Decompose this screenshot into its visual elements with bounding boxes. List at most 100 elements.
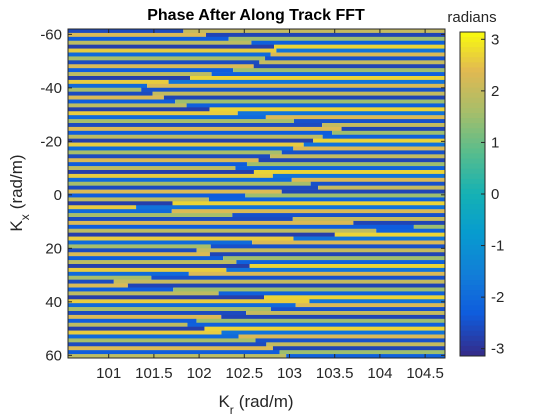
heatmap-stripe-right (151, 275, 445, 280)
heatmap-stripe-right (187, 322, 445, 327)
heatmap-stripe-right (221, 330, 445, 335)
heatmap-stripe-left (68, 142, 304, 147)
colorbar-segment (460, 52, 485, 58)
heatmap-stripe-left (68, 260, 237, 265)
heatmap-stripe-left (68, 130, 333, 136)
colorbar-segment (460, 234, 485, 241)
heatmap-stripe-left (68, 193, 246, 198)
colorbar-segment (460, 264, 485, 271)
colorbar-segment (460, 102, 485, 109)
heatmap-stripe-left (68, 264, 250, 269)
colorbar-segment (460, 305, 485, 311)
heatmap-stripe-left (68, 119, 294, 124)
heatmap-stripe-right (313, 138, 445, 143)
heatmap-stripe-left (68, 318, 197, 324)
x-tick-label: 101.5 (135, 365, 173, 382)
heatmap-stripe-right (238, 334, 445, 339)
heatmap-stripe-right (334, 232, 445, 237)
heatmap-stripe-right (264, 295, 445, 300)
colorbar-segment (460, 148, 485, 154)
heatmap-stripe-left (68, 224, 414, 230)
y-axis-unit: (rad/m) (7, 154, 26, 209)
heatmap-stripe-left (68, 79, 169, 85)
heatmap-stripe-left (68, 303, 296, 308)
heatmap-stripe-right (292, 217, 445, 222)
colorbar-segment (460, 340, 485, 347)
colorbar-segment (460, 310, 485, 316)
heatmap-stripe-right (171, 209, 445, 214)
heatmap-stripe-left (68, 181, 311, 186)
heatmap-stripe-left (68, 83, 148, 89)
colorbar-tick-label: -2 (491, 289, 504, 306)
y-tick-label: -20 (40, 133, 62, 150)
colorbar-segment (460, 199, 485, 205)
heatmap-stripe-left (68, 205, 137, 210)
heatmap-stripe-right (246, 311, 445, 316)
colorbar-segment (460, 92, 485, 99)
heatmap-stripe-right (196, 318, 445, 324)
heatmap-stripe-left (68, 185, 319, 190)
heatmap-stripe-left (68, 60, 260, 65)
heatmap-stripe-right (237, 111, 445, 116)
heatmap-stripe-right (188, 271, 445, 277)
plot-frame (67, 28, 446, 359)
colorbar-segment (460, 350, 485, 357)
colorbar-tick-label: 1 (491, 134, 499, 151)
heatmap-stripe-right (252, 240, 445, 245)
heatmap-stripe-right (232, 213, 445, 218)
heatmap-stripe-right (208, 197, 445, 202)
heatmap-stripe-left (68, 201, 173, 206)
heatmap-stripe-right (173, 287, 445, 292)
heatmap-stripe-right (136, 205, 445, 210)
colorbar-segment (460, 143, 485, 149)
heatmap-stripe-left (68, 252, 210, 257)
heatmap-stripe-right (249, 264, 445, 269)
colorbar-segment (460, 173, 485, 180)
colorbar-label: radians (447, 9, 496, 26)
heatmap-stripe-right (209, 107, 445, 112)
heatmap-stripe-right (246, 162, 445, 167)
colorbar-segment (460, 345, 485, 352)
heatmap-stripe-right (163, 95, 445, 100)
heatmap-stripe-left (68, 123, 323, 128)
colorbar-segment (460, 82, 485, 89)
heatmap-stripe-right (265, 115, 445, 120)
heatmap-stripe-right (186, 103, 445, 108)
heatmap-stripe-right (175, 99, 445, 104)
heatmap-stripe-left (68, 166, 236, 171)
heatmap-stripe-left (68, 91, 153, 96)
y-axis-ticks: -60 -40 -20 0 20 40 60 (40, 26, 445, 364)
colorbar-segment (460, 138, 485, 144)
colorbar-tick-label: -1 (491, 238, 504, 255)
colorbar-segment (460, 158, 485, 165)
colorbar-segment (460, 219, 485, 225)
heatmap-stripe-left (68, 170, 254, 175)
heatmap-stripe-right (253, 64, 445, 69)
heatmap-stripe-right (270, 154, 445, 159)
colorbar-segment (460, 214, 485, 220)
heatmap-stripe-right (253, 170, 445, 175)
heatmap-stripe-right (322, 134, 445, 139)
heatmap-stripe-right (353, 220, 445, 226)
heatmap-stripe-right (310, 181, 445, 186)
colorbar-segment (460, 290, 485, 296)
heatmap-stripe-right (276, 48, 445, 53)
heatmap-stripe-right (318, 185, 445, 190)
heatmap-stripe-right (265, 56, 445, 61)
colorbar-segment (460, 87, 485, 94)
heatmap-stripe-left (68, 76, 191, 81)
heatmap-stripe-left (68, 334, 239, 339)
heatmap-stripe-right (332, 130, 445, 136)
heatmap-layer (68, 29, 445, 358)
colorbar-segment (460, 259, 485, 266)
heatmap-stripe-left (68, 311, 247, 316)
colorbar-segment (460, 123, 485, 129)
heatmap-stripe-left (68, 244, 211, 249)
heatmap-stripe-right (272, 346, 445, 351)
colorbar-segment (460, 57, 485, 63)
heatmap-stripe-right (255, 338, 445, 343)
heatmap-stripe-left (68, 346, 273, 351)
colorbar-ticks: -3 -2 -1 0 1 2 3 (481, 31, 504, 358)
colorbar-segment (460, 107, 485, 114)
